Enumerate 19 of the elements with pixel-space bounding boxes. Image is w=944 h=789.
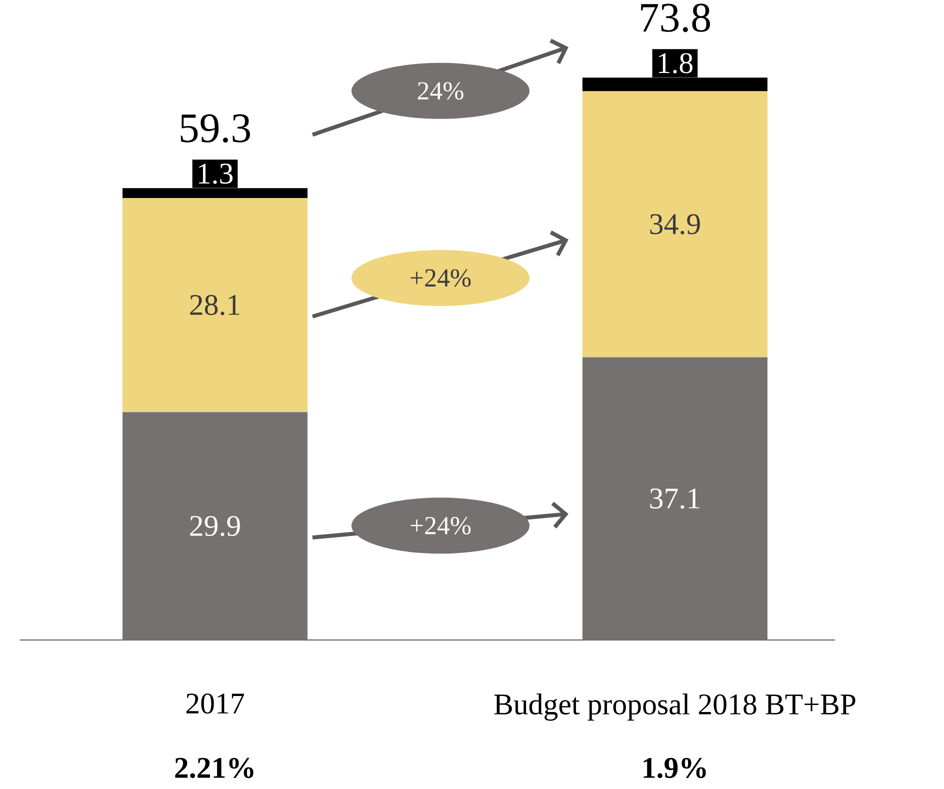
bar	[122, 412, 308, 640]
text: 2.21%	[175, 758, 254, 778]
annotation: +24%	[410, 516, 471, 534]
x-tick-label: Budget proposal 2018 BT+BP	[494, 694, 856, 721]
total-label: 59.3	[180, 114, 250, 143]
data-label: 37.1	[650, 488, 700, 509]
annotation: 24%	[418, 82, 464, 100]
data-label: 29.9	[190, 516, 240, 536]
data-label: 1.8	[658, 53, 693, 74]
annotation: +24%	[410, 269, 471, 287]
bar	[122, 198, 308, 412]
data-label: 28.1	[190, 294, 240, 316]
text: 1.9%	[644, 758, 706, 778]
x-tick-label: 2017	[186, 694, 244, 714]
total-label: 73.8	[641, 4, 710, 32]
bar	[582, 91, 768, 358]
data-label: 34.9	[650, 214, 700, 234]
data-label: 1.3	[198, 164, 233, 184]
bar	[582, 357, 768, 640]
